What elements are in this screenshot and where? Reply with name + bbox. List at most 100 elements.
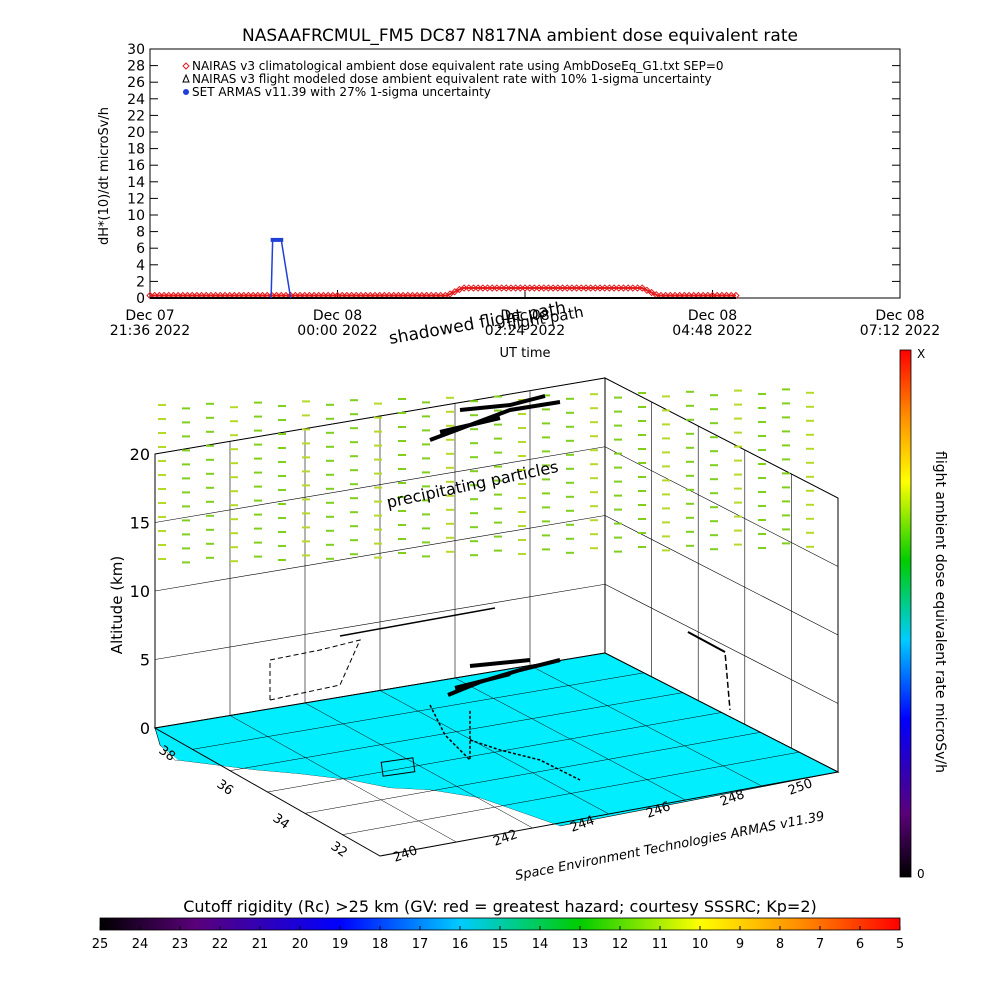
- y-tick-label: 12: [127, 191, 145, 207]
- rigidity-tick-label: 17: [412, 937, 429, 952]
- wall-gridlines: [154, 377, 839, 773]
- y-tick-label: 4: [136, 258, 145, 274]
- x-axis-label: UT time: [500, 346, 551, 361]
- legend-marker-triangle: [182, 73, 190, 83]
- legend-label: SET ARMAS v11.39 with 27% 1-sigma uncert…: [192, 85, 491, 99]
- y-tick-label: 24: [127, 92, 145, 108]
- latitude-tick-label: 36: [214, 777, 236, 799]
- y-tick-label: 18: [127, 142, 145, 158]
- rigidity-tick-label: 16: [452, 937, 469, 952]
- rigidity-tick-label: 21: [252, 937, 269, 952]
- dose-colorbar: [899, 349, 912, 878]
- legend-marker-diamond: [182, 62, 190, 70]
- flight-track-sidewall-solid: [687, 631, 726, 653]
- rigidity-colorbar-title: Cutoff rigidity (Rc) >25 km (GV: red = g…: [183, 897, 817, 916]
- x-tick-label-date: Dec 07: [125, 308, 174, 324]
- y-tick-label: 16: [127, 158, 145, 174]
- dose-colorbar-top-label: X: [917, 347, 925, 361]
- altitude-tick-label: 20: [130, 445, 150, 464]
- rigidity-tick-label: 15: [492, 937, 509, 952]
- legend-label: NAIRAS v3 climatological ambient dose eq…: [192, 59, 724, 73]
- ocean-area: [160, 745, 560, 830]
- rigidity-colorbar-ticks: 25 24 23 22 21 20 19 18 17 16 15 14 13 12 11 10 9 8 7 6 5: [92, 926, 904, 952]
- longitude-tick-label: 240: [391, 843, 419, 866]
- floor-lon-line: [379, 690, 610, 815]
- x-tick-label-time: 02:24 2022: [485, 323, 565, 339]
- altitude-tick-label: 0: [140, 719, 150, 738]
- series-2-points: [270, 237, 284, 242]
- y-tick-label: 10: [127, 208, 145, 224]
- x-tick-label-date: Dec 08: [875, 308, 924, 324]
- x-tick-label-date: Dec 08: [500, 308, 549, 324]
- floor-gridlines: [192, 665, 800, 843]
- rigidity-tick-label: 5: [896, 937, 904, 952]
- rigidity-tick-label: 23: [172, 937, 189, 952]
- rigidity-tick-label: 18: [372, 937, 389, 952]
- rigidity-tick-label: 8: [776, 937, 784, 952]
- rigidity-tick-label: 25: [92, 937, 109, 952]
- chart-title: NASAAFRCMUL_FM5 DC87 N817NA ambient dose…: [242, 26, 798, 46]
- y-tick-label: 28: [127, 59, 145, 75]
- floor-lon-line: [454, 677, 686, 801]
- rigidity-tick-label: 6: [856, 937, 864, 952]
- latitude-tick-label: 32: [328, 839, 350, 861]
- dose-colorbar-bottom-label: 0: [917, 867, 925, 881]
- series-0-point: [647, 288, 656, 297]
- series-0-point: [643, 286, 651, 294]
- floor-lon-line: [529, 665, 762, 787]
- y-tick-label: 6: [136, 241, 145, 257]
- timeseries-series: [146, 237, 740, 300]
- rigidity-tick-label: 12: [612, 937, 629, 952]
- x-tick-label-time: 07:12 2022: [860, 323, 940, 339]
- floor-lon-line: [229, 715, 457, 843]
- longitude-tick-label: 242: [491, 827, 519, 850]
- rigidity-tick-label: 11: [652, 937, 669, 952]
- flight-track-floor: [447, 658, 561, 697]
- flight-track-top: [429, 394, 561, 442]
- rigidity-tick-label: 7: [816, 937, 824, 952]
- y-axis-label: dH*(10)/dt microSv/h: [97, 107, 112, 245]
- airport-box: [380, 757, 416, 777]
- altitude-tick-label: 10: [130, 582, 150, 601]
- y-tick-label: 22: [127, 108, 145, 124]
- series-line-2: [270, 239, 292, 299]
- y-tick-label: 2: [136, 274, 145, 290]
- rigidity-tick-label: 20: [292, 937, 309, 952]
- rigidity-tick-label: 10: [692, 937, 709, 952]
- side-wall-gridline: [604, 377, 839, 499]
- series-0-point: [450, 288, 459, 296]
- x-tick-label-time: 00:00 2022: [297, 323, 377, 339]
- rigidity-tick-label: 24: [132, 937, 149, 952]
- x-tick-label-time: 21:36 2022: [110, 323, 190, 339]
- side-wall-gridline: [604, 446, 839, 567]
- rigidity-tick-label: 22: [212, 937, 229, 952]
- latitude-tick-label: 34: [270, 811, 292, 833]
- x-tick-label-date: Dec 08: [688, 308, 737, 324]
- side-wall-gridline: [604, 583, 839, 704]
- legend: NAIRAS v3 climatological ambient dose eq…: [182, 59, 724, 99]
- flight-track-backwall: [269, 639, 361, 701]
- y-tick-label: 20: [127, 125, 145, 141]
- side-wall-gridline: [604, 515, 839, 636]
- x-tick-label-date: Dec 08: [313, 308, 362, 324]
- floor-lon-line: [304, 702, 533, 829]
- y-tick-label: 0: [136, 291, 145, 307]
- y-tick-label: 8: [136, 225, 145, 241]
- altitude-ticks: 0 5 10 15 20: [130, 445, 150, 738]
- rigidity-tick-label: 9: [736, 937, 744, 952]
- legend-label: NAIRAS v3 flight modeled dose ambient eq…: [192, 72, 712, 86]
- flight-track-backwall-line: [339, 607, 496, 637]
- legend-marker-circle: [183, 89, 189, 95]
- y-tick-label: 30: [127, 42, 145, 58]
- x-tick-label-time: 04:48 2022: [672, 323, 752, 339]
- rigidity-tick-label: 14: [532, 937, 549, 952]
- series-0-point: [638, 284, 646, 292]
- rigidity-tick-label: 13: [572, 937, 589, 952]
- y-tick-label: 26: [127, 75, 145, 91]
- y-tick-label: 14: [127, 175, 145, 191]
